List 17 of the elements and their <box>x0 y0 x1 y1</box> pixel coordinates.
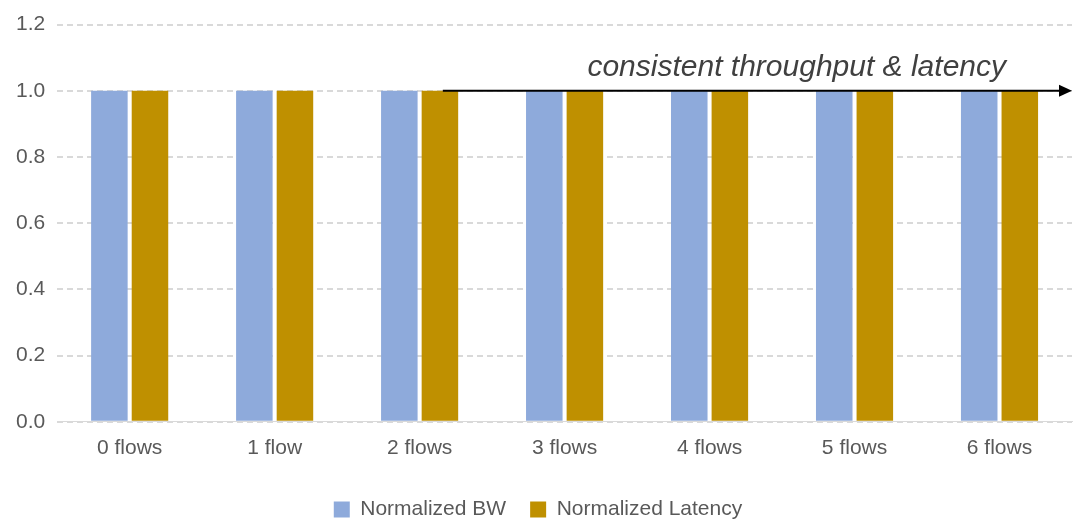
x-tick-label: 5 flows <box>821 435 888 459</box>
legend-label: Normalized BW <box>360 496 507 520</box>
legend-label: Normalized Latency <box>556 496 743 520</box>
annotation: consistent throughput & latency <box>587 49 1008 83</box>
y-tick-label: 1.0 <box>15 77 46 101</box>
x-tick-label: 0 flows <box>97 435 163 459</box>
y-tick-label: 1.2 <box>15 11 46 35</box>
x-tick-label: 6 flows <box>966 435 1033 459</box>
y-tick-label: 0.8 <box>15 143 46 167</box>
y-tick-label: 0.0 <box>15 408 46 432</box>
x-tick-label: 4 flows <box>676 435 743 459</box>
x-tick-label: 1 flow <box>247 435 303 459</box>
x-tick-label: 3 flows <box>531 435 598 459</box>
y-tick-label: 0.4 <box>15 276 46 300</box>
y-tick-label: 0.2 <box>15 342 46 366</box>
x-tick-label: 2 flows <box>386 435 453 459</box>
y-tick-label: 0.6 <box>15 210 46 233</box>
